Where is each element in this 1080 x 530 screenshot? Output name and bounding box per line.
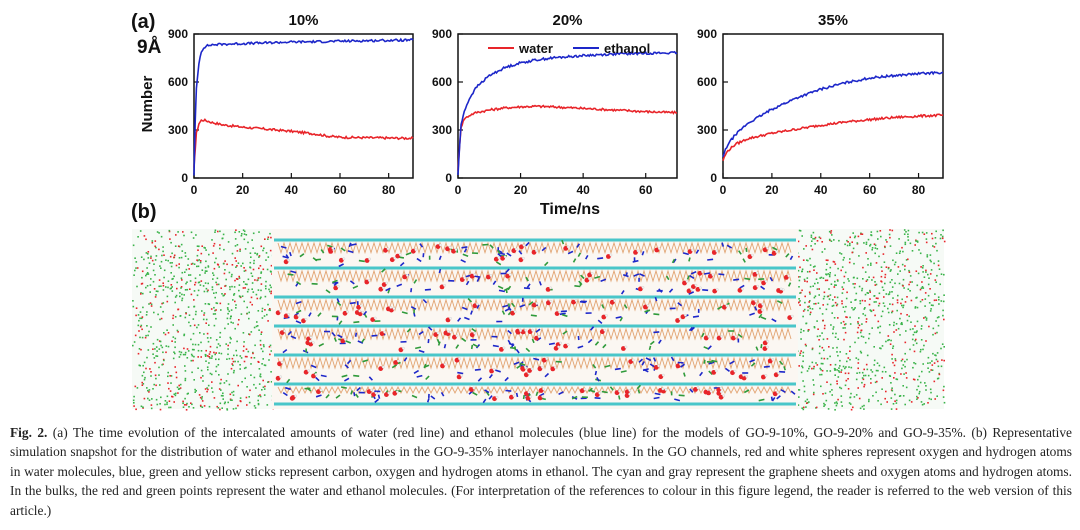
y-tick-label: 600 [432,75,452,89]
x-tick-label: 60 [639,183,653,197]
channel-region [272,229,798,409]
y-tick-label: 900 [168,27,188,41]
y-tick-label: 0 [445,171,452,185]
bulk-region-right [796,229,944,409]
plot-frame [457,33,678,179]
x-tick-label: 80 [382,183,396,197]
chart-title: 10% [288,12,318,29]
y-tick-label: 300 [168,123,188,137]
y-tick-label: 900 [432,27,452,41]
bulk-points [132,229,946,411]
simulation-snapshot [132,229,946,411]
series-line-ethanol [193,37,414,176]
x-tick-label: 40 [576,183,590,197]
legend: water ethanol [488,41,650,56]
go-channels [274,238,796,406]
x-tick-label: 60 [333,183,347,197]
figure: (a) 9Å Number Time/ns (b) 10%03006009000… [131,11,946,411]
x-axis-label: Time/ns [540,201,600,218]
caption-lead: Fig. 2. [10,425,48,440]
series-line-ethanol [457,50,678,176]
chart-1: 10% 0 300 600 900 0 20 40 60 80 [168,12,414,197]
spacing-label: 9Å [137,37,162,58]
legend-label-water: water [518,41,553,56]
caption-text: (a) The time evolution of the intercalat… [10,425,1072,518]
y-tick-label: 600 [697,75,717,89]
y-tick-label: 600 [168,75,188,89]
legend-label-ethanol: ethanol [604,41,650,56]
figure-caption: Fig. 2. (a) The time evolution of the in… [10,423,1072,520]
x-tick-label: 0 [720,183,727,197]
x-tick-label: 20 [765,183,779,197]
x-tick-label: 40 [814,183,828,197]
chart-title: 35% [818,12,848,29]
y-tick-label: 300 [697,123,717,137]
chart-3: 35% 0 300 600 900 0 20 40 60 80 [697,12,944,197]
y-axis-label: Number [139,76,156,133]
series-line-ethanol [722,70,944,158]
x-tick-label: 0 [455,183,462,197]
plot-frame [722,33,944,179]
y-tick-label: 300 [432,123,452,137]
series-line-water [193,118,414,168]
x-tick-label: 40 [285,183,299,197]
x-tick-label: 20 [236,183,250,197]
plot-frame [193,33,414,179]
y-tick-label: 900 [697,27,717,41]
chart-title: 20% [552,12,582,29]
x-tick-label: 80 [912,183,926,197]
panel-a-label: (a) [131,11,155,33]
series-line-water [722,113,944,161]
y-tick-label: 0 [710,171,717,185]
x-tick-label: 0 [191,183,198,197]
y-tick-label: 0 [181,171,188,185]
panel-b-label: (b) [131,201,157,223]
x-tick-label: 60 [863,183,877,197]
series-line-water [457,104,678,171]
chart-2: 20% 0 300 600 900 0 20 40 60 water ethanol [432,12,678,197]
x-tick-label: 20 [514,183,528,197]
